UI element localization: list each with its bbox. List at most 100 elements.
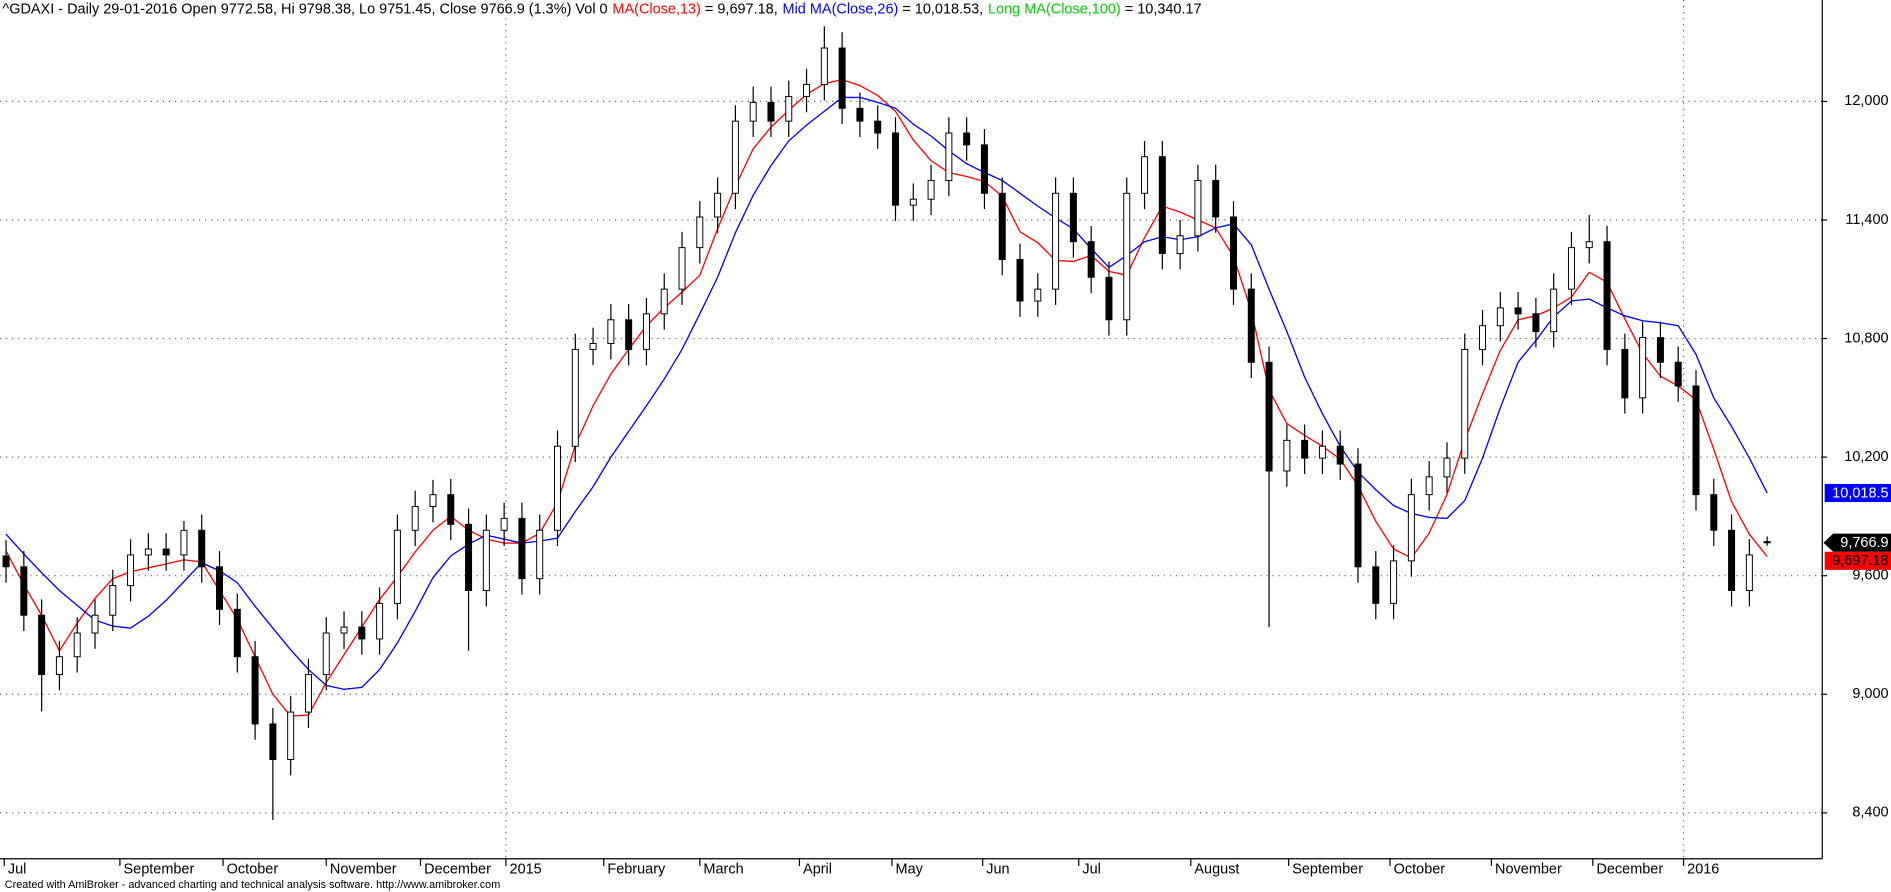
candle-body bbox=[1176, 235, 1184, 255]
candle-body bbox=[1087, 241, 1095, 278]
candle-body bbox=[1034, 288, 1042, 302]
candle-body bbox=[660, 288, 668, 315]
candle-body bbox=[1496, 307, 1504, 327]
candle-body bbox=[785, 95, 793, 122]
candle-body bbox=[767, 101, 775, 122]
x-tick-label: 2015 bbox=[510, 861, 542, 877]
candle-body bbox=[1354, 463, 1362, 568]
label-text: 10,018.5 bbox=[1832, 485, 1888, 501]
y-tick-label: 9,600 bbox=[1852, 568, 1888, 584]
candle-body bbox=[589, 343, 597, 350]
candle-body bbox=[20, 566, 28, 616]
candle-body bbox=[269, 723, 277, 760]
candle-body bbox=[803, 84, 811, 97]
mid-ma-last-label: 10,018.5 bbox=[1824, 483, 1891, 503]
footer: Created with AmiBroker - advanced charti… bbox=[5, 879, 500, 891]
candle-body bbox=[216, 566, 224, 610]
ma-line bbox=[5, 96, 1768, 691]
chart-title: ^GDAXI - Daily 29-01-2016 Open 9772.58, … bbox=[2, 1, 1201, 17]
candle-body bbox=[1656, 337, 1664, 363]
candle-body bbox=[554, 445, 562, 531]
x-tick-label: August bbox=[1194, 861, 1239, 877]
x-tick-label: November bbox=[1495, 861, 1562, 877]
candle-body bbox=[109, 585, 117, 616]
candle-body bbox=[1514, 307, 1522, 315]
x-tick-label: Jul bbox=[8, 861, 26, 877]
candle-body bbox=[536, 529, 544, 580]
label-text: 9,766.9 bbox=[1840, 535, 1888, 551]
candle-body bbox=[998, 192, 1006, 260]
candle-body bbox=[571, 348, 579, 447]
close-last-label: 9,766.9 bbox=[1823, 533, 1891, 552]
candle-body bbox=[642, 313, 650, 350]
y-tick-label: 8,400 bbox=[1852, 805, 1888, 821]
candle-body bbox=[1603, 241, 1611, 350]
x-tick-label: March bbox=[703, 861, 743, 877]
candle-body bbox=[251, 656, 259, 725]
candle-body bbox=[1745, 554, 1753, 592]
title-text: ^GDAXI - Daily 29-01-2016 Open 9772.58, … bbox=[2, 1, 607, 17]
x-tick-label: November bbox=[330, 861, 397, 877]
candle-body bbox=[144, 548, 152, 556]
x-tick-label: October bbox=[227, 861, 279, 877]
candle-body bbox=[1692, 385, 1700, 496]
x-tick-label: December bbox=[424, 861, 491, 877]
candle-body bbox=[1194, 179, 1202, 237]
candle-body bbox=[1158, 156, 1166, 255]
candle-body bbox=[500, 517, 508, 531]
candle-body bbox=[447, 494, 455, 525]
candle-body bbox=[874, 120, 882, 134]
candle-body bbox=[838, 47, 846, 109]
candle-body bbox=[1425, 476, 1433, 496]
candle-body bbox=[1639, 337, 1647, 399]
candle-body bbox=[162, 548, 170, 556]
candle-body bbox=[909, 198, 917, 206]
x-tick-label: October bbox=[1394, 861, 1446, 877]
y-tick-label: 12,000 bbox=[1844, 93, 1888, 109]
candle-body bbox=[1763, 541, 1771, 544]
candle-body bbox=[465, 523, 473, 592]
candle-body bbox=[945, 132, 953, 181]
candle-body bbox=[482, 529, 490, 592]
candle-body bbox=[1407, 494, 1415, 562]
candle-body bbox=[678, 247, 686, 290]
candle-body bbox=[393, 529, 401, 604]
candle-body bbox=[1052, 192, 1060, 290]
candle-body bbox=[927, 179, 935, 200]
candle-body bbox=[1212, 179, 1220, 218]
candle-body bbox=[1069, 192, 1077, 243]
y-tick-label: 10,800 bbox=[1844, 330, 1888, 346]
candle-body bbox=[820, 47, 828, 86]
candle-body bbox=[980, 144, 988, 194]
candle-body bbox=[1105, 276, 1113, 321]
candle-body bbox=[1621, 348, 1629, 399]
candle-body bbox=[233, 608, 241, 658]
candle-body bbox=[749, 101, 757, 122]
legend-name: MA(Close,13) bbox=[612, 1, 700, 17]
candle-body bbox=[180, 529, 188, 556]
candle-body bbox=[91, 614, 99, 634]
candle-body bbox=[1567, 247, 1575, 290]
candle-body bbox=[1550, 288, 1558, 333]
candle-body bbox=[518, 517, 526, 580]
candle-body bbox=[198, 529, 206, 568]
candle-body bbox=[1479, 325, 1487, 350]
candle-body bbox=[1318, 445, 1326, 459]
candle-body bbox=[2, 555, 10, 568]
candle-body bbox=[1674, 361, 1682, 387]
candle-body bbox=[73, 632, 81, 658]
candle-body bbox=[731, 120, 739, 194]
candle-body bbox=[963, 132, 971, 146]
x-tick-label: September bbox=[1292, 861, 1363, 877]
candle-body bbox=[287, 711, 295, 760]
y-tick-label: 10,200 bbox=[1844, 449, 1888, 465]
x-tick-label: May bbox=[896, 861, 924, 877]
candle-body bbox=[322, 632, 330, 676]
candle-body bbox=[1141, 156, 1149, 194]
candle-body bbox=[625, 319, 633, 350]
legend-readout: = 10,340.17 bbox=[1121, 1, 1202, 17]
candle-body bbox=[1585, 241, 1593, 249]
candle-body bbox=[358, 626, 366, 640]
